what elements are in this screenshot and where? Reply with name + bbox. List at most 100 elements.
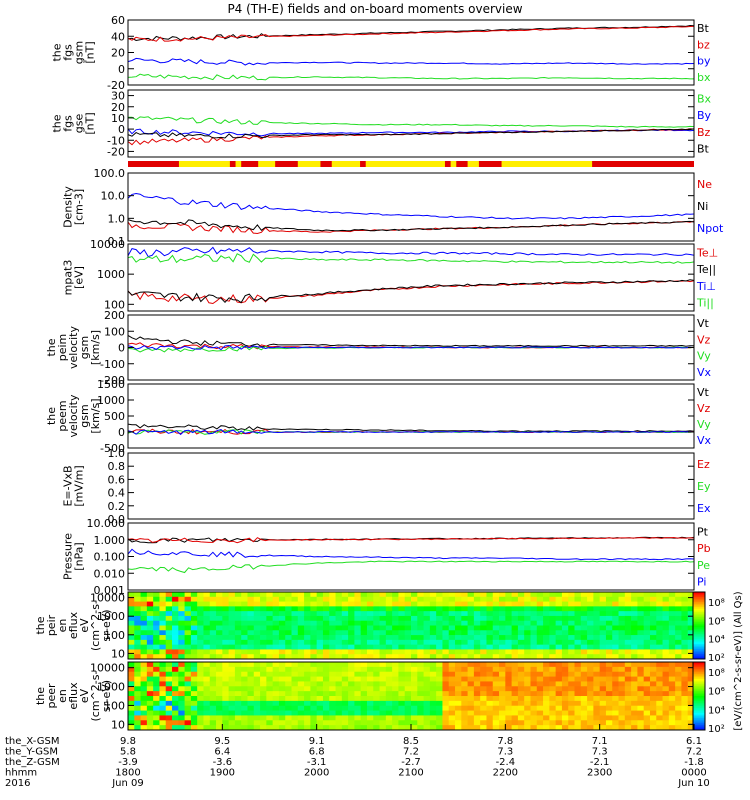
x-tick-label: 2100 [398, 768, 423, 779]
y-tick-label: -100 [100, 358, 125, 371]
y-tick-label: 0.0 [108, 513, 126, 526]
series-line-Bt [127, 24, 695, 42]
panel-frame [127, 172, 695, 242]
y-tick-label: 0 [118, 426, 125, 439]
series-line-Te [127, 280, 695, 305]
legend-entry: Ti⊥ [696, 280, 716, 293]
x-row-label: the_X-GSM [5, 736, 59, 747]
x-tick-label: 2200 [493, 768, 518, 779]
y-axis-label: (cm^2-s- [89, 600, 102, 651]
y-tick-label: 100.0 [94, 167, 126, 180]
x-tick-label: 9.1 [309, 736, 325, 747]
legend-entry: Bt [697, 143, 710, 156]
colorbar-2: 10⁸ 10⁶ 10⁴ 10² [692, 661, 725, 735]
y-tick-label: 0.1 [108, 235, 126, 248]
y-tick-label: 10 [111, 112, 125, 125]
colorbar-tick-label: 10⁸ [708, 668, 725, 679]
y-axis-label: [km/s] [89, 330, 102, 365]
legend-entry: Ez [697, 458, 710, 471]
y-tick-label: 1.000 [94, 534, 126, 547]
colorbar-tick-label: 10⁸ [708, 598, 725, 609]
x-tick-label: 1900 [210, 768, 235, 779]
x-tick-label: 2300 [587, 768, 612, 779]
y-axis-label: E=-VxB [62, 465, 75, 506]
y-tick-label: 10 [111, 647, 125, 660]
x-tick-label: 9.8 [120, 736, 136, 747]
x-tick-label: -3.9 [118, 757, 138, 768]
y-tick-label: 0 [118, 63, 125, 76]
panel-density: 100.0 10.0 1.0 0.1 Density[cm-3] Ne Ni Npot [62, 167, 724, 248]
legend-entry: Te|| [696, 263, 716, 276]
series-line-Pi [127, 548, 695, 561]
panel-peem-velocity: 1500 1000 500 0 -500 thepeemvelocitygsm[km/s]… [45, 378, 712, 455]
series-line-by [127, 57, 695, 66]
x-tick-label: 6.8 [309, 747, 325, 758]
legend-entry: Pe [697, 559, 710, 572]
y-axis-label: peer [45, 683, 58, 709]
y-axis-label: [eV] [73, 266, 86, 289]
quality-flag-segment [275, 161, 298, 167]
y-tick-label: 500 [104, 410, 125, 423]
y-axis-label: [mV/m] [73, 465, 86, 506]
legend-entry: Vx [697, 434, 712, 447]
x-tick-label: 1800 [115, 768, 140, 779]
x-tick-label: 5.8 [120, 747, 136, 758]
quality-flag-segment [456, 161, 468, 167]
series-line-Vt [127, 334, 694, 348]
legend-entry: Pt [697, 525, 709, 538]
panel-pressure: 10.000 1.000 0.100 0.010 0.001 Pressure[nPa] P… [62, 517, 711, 597]
y-axis-label: velocity [67, 326, 80, 369]
series-line-Ti [127, 246, 695, 258]
legend-entry: Vt [697, 317, 710, 330]
y-axis-label: [nPa] [73, 542, 86, 570]
legend-entry: Vz [697, 402, 711, 415]
panels-group: 6040200-20thefgsgsm[nT]Btbzbybx3020100-1… [34, 14, 724, 731]
y-tick-label: 100 [104, 699, 125, 712]
x-tick-label: 6.4 [214, 747, 230, 758]
y-tick-label: 10000 [90, 238, 125, 251]
series-line-Ti [127, 253, 695, 264]
y-axis-label: Density [62, 186, 75, 228]
series-line-Npot [127, 192, 695, 220]
colorbar-tick-label: 10² [708, 653, 725, 664]
y-axis-label: mpat3 [62, 260, 75, 296]
legend-entry: Pi [697, 576, 706, 589]
x-tick-label: 7.3 [592, 747, 608, 758]
series-line-Bt [127, 128, 695, 139]
y-axis-label: eV [78, 618, 91, 633]
figure-title: P4 (TH-E) fields and on-board moments ov… [227, 2, 522, 16]
panel-frame [127, 452, 695, 520]
quality-flag-segment [444, 161, 451, 167]
x-tick-label: -3.1 [307, 757, 327, 768]
legend-entry: Bx [697, 92, 712, 105]
x-tick-label: 7.2 [403, 747, 419, 758]
y-axis-label: peem [56, 400, 69, 431]
panel-peir-spectrogram: 10000 1000 100 10 thepeirenefluxeV(cm^2-s-sr… [34, 591, 695, 660]
y-axis-label: sr-eV) [100, 680, 113, 712]
panel-frame [127, 243, 695, 312]
y-tick-label: 200 [104, 309, 125, 322]
y-tick-label: 0.2 [108, 500, 126, 513]
y-axis-label: fgs [62, 44, 75, 61]
x-tick-label: 0000 [681, 768, 706, 779]
legend-entry: Ex [697, 502, 711, 515]
y-tick-label: 0.4 [108, 487, 126, 500]
panel-efield: 1.00.80.60.40.20.0 E=-VxB[mV/m] Ez Ey Ex [62, 447, 711, 526]
colorbar-tick-label: 10⁶ [708, 616, 725, 627]
y-axis-label: eflux [67, 611, 80, 639]
y-axis-label: the [51, 43, 64, 61]
y-axis-label: gsm [78, 404, 91, 427]
y-tick-label: 60 [111, 14, 125, 27]
series-line-Bx [127, 116, 695, 128]
y-tick-label: 20 [111, 101, 125, 114]
quality-flag-segment [360, 161, 366, 167]
series-line-Pb [127, 536, 695, 544]
y-tick-label: 1500 [97, 378, 125, 391]
series-line-Ni [127, 219, 695, 232]
y-axis-label: [nT] [84, 112, 97, 134]
legend-entry: bz [697, 38, 710, 51]
y-tick-label: -20 [107, 145, 125, 158]
y-tick-label: 10.000 [87, 517, 126, 530]
